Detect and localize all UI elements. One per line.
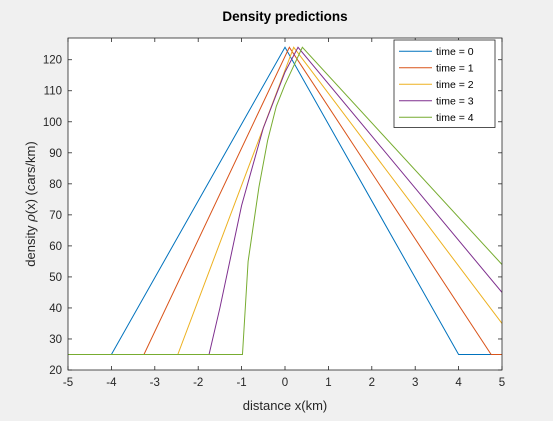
y-tick-label: 110 (44, 86, 62, 98)
legend[interactable]: time = 0 time = 1 time = 2 time = 3 time = 4 (393, 39, 496, 128)
y-axis-label: density ρ(x) (cars/km) (23, 141, 39, 266)
series-layer (68, 46, 502, 355)
y-tick-label: 90 (49, 148, 62, 160)
y-tick-label: 50 (49, 272, 62, 284)
series-line-time-4 (68, 46, 502, 355)
axes-layer: -5 -4 -3 -2 -1 0 1 2 3 4 5 20 30 40 50 60 70 80 90 100 110 12… (43, 37, 505, 389)
y-tick-label: 70 (49, 210, 62, 222)
x-tick-label: 1 (325, 377, 331, 389)
x-tick-label: -3 (150, 377, 160, 389)
x-tick-label: 5 (499, 377, 505, 389)
series-line-time-3 (68, 46, 502, 355)
legend-label-time-1: time = 1 (436, 63, 474, 75)
y-tick-label: 100 (43, 117, 62, 129)
y-axis-label-symbol: ρ (24, 214, 39, 223)
x-tick-label: -2 (193, 377, 203, 389)
y-axis-label-prefix: density (23, 222, 38, 267)
y-tick-label: 60 (49, 241, 62, 253)
chart-title: Density predictions (222, 9, 347, 24)
y-axis-label-suffix: (x) (cars/km) (23, 141, 38, 214)
x-tick-label: 3 (412, 377, 418, 389)
y-tick-label: 120 (43, 55, 62, 67)
x-tick-label: 0 (282, 377, 288, 389)
legend-label-time-3: time = 3 (436, 96, 474, 108)
x-tick-label: 2 (369, 377, 375, 389)
x-tick-label: -4 (106, 377, 117, 389)
legend-label-time-0: time = 0 (436, 46, 474, 58)
x-axis-label: distance x(km) (243, 398, 328, 413)
x-tick-label: -5 (63, 377, 73, 389)
x-tick-label: -1 (236, 377, 246, 389)
legend-label-time-4: time = 4 (436, 112, 474, 124)
x-tick-label: 4 (455, 377, 462, 389)
y-tick-label: 30 (49, 334, 62, 346)
legend-label-time-2: time = 2 (436, 79, 474, 91)
y-tick-label: 20 (49, 365, 62, 377)
y-tick-label: 40 (49, 303, 62, 315)
y-tick-label: 80 (49, 179, 62, 191)
